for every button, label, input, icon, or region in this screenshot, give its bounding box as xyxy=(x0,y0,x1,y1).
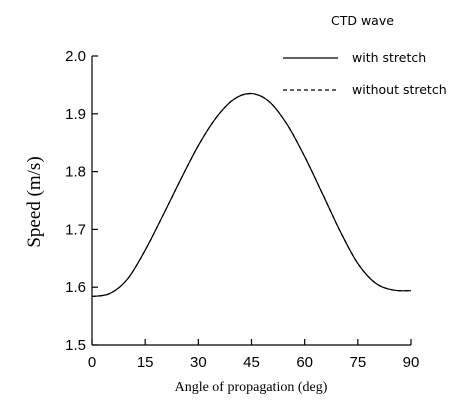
y-tick-label: 2.0 xyxy=(65,48,86,65)
x-tick-label: 45 xyxy=(243,354,260,371)
y-tick-label: 1.7 xyxy=(65,221,86,238)
legend-title: CTD wave xyxy=(331,13,394,28)
series-line-with-stretch xyxy=(91,92,412,298)
x-tick-label: 0 xyxy=(88,354,96,371)
y-tick-label: 1.5 xyxy=(65,337,86,354)
series-layer xyxy=(91,92,412,298)
y-axis-ticks: 1.5 1.6 1.7 1.8 1.9 2.0 xyxy=(65,48,98,354)
y-tick-label: 1.8 xyxy=(65,164,86,181)
x-tick-label: 30 xyxy=(190,354,207,371)
y-tick-label: 1.6 xyxy=(65,279,86,296)
x-axis-ticks: 0 15 30 45 60 75 90 xyxy=(88,339,420,371)
x-tick-label: 15 xyxy=(137,354,154,371)
legend-label-with-stretch: with stretch xyxy=(352,50,426,65)
x-tick-label: 60 xyxy=(296,354,313,371)
x-tick-label: 75 xyxy=(349,354,366,371)
x-axis-title: Angle of propagation (deg) xyxy=(175,380,328,395)
y-axis-title: Speed (m/s) xyxy=(24,156,45,247)
legend-label-without-stretch: without stretch xyxy=(352,82,447,97)
legend: CTD wave with stretch without stretch xyxy=(283,13,447,97)
x-tick-label: 90 xyxy=(403,354,420,371)
series-line-without-stretch xyxy=(91,92,412,298)
y-tick-label: 1.9 xyxy=(65,106,86,123)
